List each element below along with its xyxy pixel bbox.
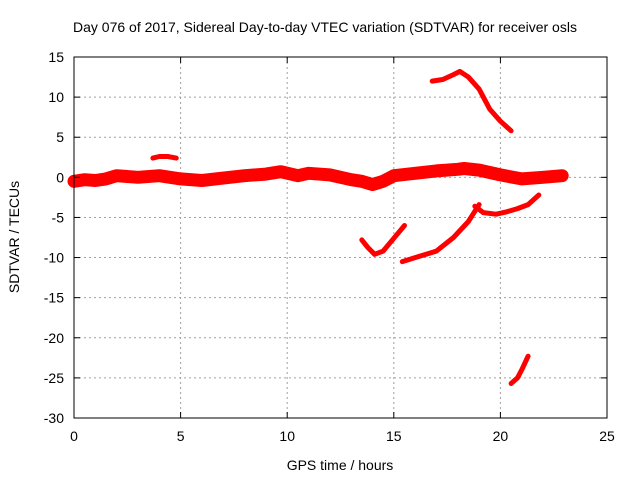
- y-tick-label: -30: [44, 410, 64, 426]
- series-arc-4h: [150, 154, 179, 161]
- series-arc-20.5h: [508, 353, 531, 386]
- x-tick-label: 15: [386, 428, 402, 444]
- y-tick-label: 5: [56, 129, 64, 145]
- series-main-band-texture: [71, 162, 566, 188]
- y-tick-label: -10: [44, 250, 64, 266]
- x-tick-label: 20: [493, 428, 509, 444]
- y-tick-label: -5: [52, 209, 65, 225]
- series-arc-19h: [472, 192, 542, 217]
- y-axis-label: SDTVAR / TECUs: [6, 181, 22, 293]
- x-tick-label: 10: [279, 428, 295, 444]
- axis-layer: 0 5 10 15 20 25 -30 -25 -20 -15 -10 -5 0 5 10 15: [44, 49, 615, 444]
- x-tick-label: 5: [177, 428, 185, 444]
- series-arc-17h: [429, 68, 514, 134]
- chart-title: Day 076 of 2017, Sidereal Day-to-day VTE…: [73, 19, 577, 35]
- plot-frame: [73, 56, 608, 419]
- x-tick-label: 25: [599, 428, 615, 444]
- x-tick-label: 0: [70, 428, 78, 444]
- y-tick-label: -15: [44, 290, 64, 306]
- series-arc-15.5h: [399, 202, 482, 265]
- y-tick-label: 0: [56, 169, 64, 185]
- y-tick-label: 10: [48, 89, 64, 105]
- y-tick-label: -20: [44, 330, 64, 346]
- series-arc-13.5h: [359, 223, 407, 257]
- y-tick-label: -25: [44, 370, 64, 386]
- x-axis-label: GPS time / hours: [287, 457, 394, 473]
- y-tick-label: 15: [48, 49, 64, 65]
- series-layer: [67, 68, 569, 386]
